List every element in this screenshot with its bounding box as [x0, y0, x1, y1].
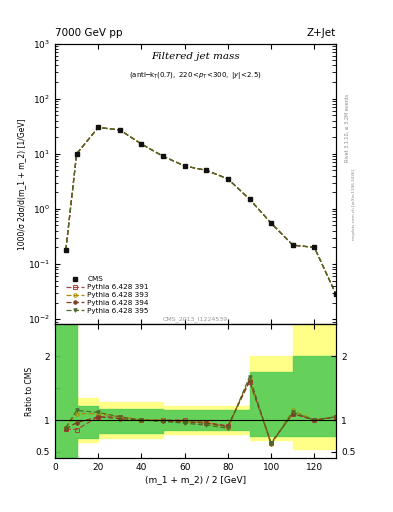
Pythia 6.428 394 [74, 151, 79, 157]
CMS [226, 176, 230, 182]
Text: Z+Jet: Z+Jet [307, 28, 336, 38]
Pythia 6.428 391 [182, 163, 187, 169]
Pythia 6.428 391 [64, 247, 68, 253]
Pythia 6.428 394 [139, 141, 144, 147]
Pythia 6.428 391 [247, 196, 252, 202]
Pythia 6.428 393 [96, 124, 101, 131]
Pythia 6.428 395 [204, 167, 209, 174]
Line: CMS: CMS [63, 125, 338, 297]
Pythia 6.428 395 [139, 141, 144, 147]
Pythia 6.428 393 [204, 167, 209, 174]
CMS [269, 220, 274, 226]
Pythia 6.428 395 [64, 247, 68, 253]
Pythia 6.428 391 [269, 220, 274, 226]
Y-axis label: Ratio to CMS: Ratio to CMS [26, 367, 35, 416]
Pythia 6.428 394 [118, 127, 122, 133]
Pythia 6.428 395 [74, 151, 79, 157]
Pythia 6.428 395 [96, 124, 101, 131]
CMS [74, 151, 79, 157]
Pythia 6.428 395 [334, 291, 338, 297]
Pythia 6.428 395 [290, 242, 295, 248]
Text: Rivet 3.1.10, ≥ 3.2M events: Rivet 3.1.10, ≥ 3.2M events [345, 94, 350, 162]
Pythia 6.428 393 [312, 244, 317, 250]
CMS [96, 124, 101, 131]
Pythia 6.428 394 [247, 196, 252, 202]
CMS [204, 167, 209, 174]
Pythia 6.428 391 [118, 127, 122, 133]
Pythia 6.428 393 [247, 196, 252, 202]
Pythia 6.428 394 [96, 124, 101, 131]
Pythia 6.428 393 [74, 151, 79, 157]
Pythia 6.428 391 [204, 167, 209, 174]
Text: Filtered jet mass: Filtered jet mass [151, 52, 240, 61]
Pythia 6.428 394 [182, 163, 187, 169]
Pythia 6.428 394 [312, 244, 317, 250]
Pythia 6.428 391 [96, 124, 101, 131]
Pythia 6.428 394 [161, 153, 165, 159]
Y-axis label: 1000/σ 2dσ/d(m_1 + m_2) [1/GeV]: 1000/σ 2dσ/d(m_1 + m_2) [1/GeV] [17, 118, 26, 250]
Pythia 6.428 394 [64, 247, 68, 253]
Text: 7000 GeV pp: 7000 GeV pp [55, 28, 123, 38]
CMS [312, 244, 317, 250]
CMS [182, 163, 187, 169]
Pythia 6.428 395 [182, 163, 187, 169]
Pythia 6.428 393 [161, 153, 165, 159]
CMS [118, 127, 122, 133]
CMS [334, 291, 338, 297]
Pythia 6.428 393 [290, 242, 295, 248]
Pythia 6.428 394 [226, 176, 230, 182]
Pythia 6.428 393 [182, 163, 187, 169]
Pythia 6.428 391 [312, 244, 317, 250]
Line: Pythia 6.428 393: Pythia 6.428 393 [64, 126, 338, 296]
CMS [290, 242, 295, 248]
CMS [64, 247, 68, 253]
Pythia 6.428 394 [290, 242, 295, 248]
Pythia 6.428 391 [226, 176, 230, 182]
Pythia 6.428 391 [74, 151, 79, 157]
Legend: CMS, Pythia 6.428 391, Pythia 6.428 393, Pythia 6.428 394, Pythia 6.428 395: CMS, Pythia 6.428 391, Pythia 6.428 393,… [64, 275, 150, 315]
Pythia 6.428 393 [64, 247, 68, 253]
Pythia 6.428 395 [118, 127, 122, 133]
Text: $(\mathregular{anti\!\!-\!\!k_T}(0.7),\ 220\!<\!p_T\!<\!300,\ |y|\!<\!2.5)$: $(\mathregular{anti\!\!-\!\!k_T}(0.7),\ … [129, 70, 262, 81]
X-axis label: (m_1 + m_2) / 2 [GeV]: (m_1 + m_2) / 2 [GeV] [145, 475, 246, 484]
Text: CMS_2013_I1224539: CMS_2013_I1224539 [163, 316, 228, 322]
Pythia 6.428 395 [312, 244, 317, 250]
Line: Pythia 6.428 391: Pythia 6.428 391 [64, 126, 338, 296]
Pythia 6.428 391 [290, 242, 295, 248]
Text: mcplots.cern.ch [arXiv:1306.3436]: mcplots.cern.ch [arXiv:1306.3436] [352, 169, 356, 240]
Line: Pythia 6.428 394: Pythia 6.428 394 [64, 126, 338, 296]
Pythia 6.428 393 [334, 291, 338, 297]
Pythia 6.428 395 [226, 176, 230, 182]
CMS [139, 141, 144, 147]
Pythia 6.428 395 [161, 153, 165, 159]
Pythia 6.428 394 [334, 291, 338, 297]
CMS [161, 153, 165, 159]
Pythia 6.428 391 [139, 141, 144, 147]
Pythia 6.428 395 [269, 220, 274, 226]
Pythia 6.428 395 [247, 196, 252, 202]
Pythia 6.428 391 [161, 153, 165, 159]
CMS [247, 196, 252, 202]
Pythia 6.428 391 [334, 291, 338, 297]
Pythia 6.428 393 [226, 176, 230, 182]
Line: Pythia 6.428 395: Pythia 6.428 395 [64, 126, 338, 296]
Pythia 6.428 393 [269, 220, 274, 226]
Pythia 6.428 394 [269, 220, 274, 226]
Pythia 6.428 393 [139, 141, 144, 147]
Pythia 6.428 394 [204, 167, 209, 174]
Pythia 6.428 393 [118, 127, 122, 133]
